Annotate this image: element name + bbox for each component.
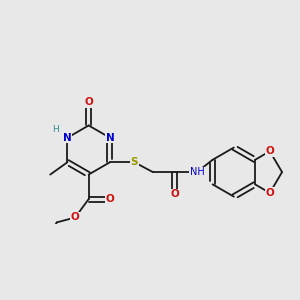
Text: NH: NH [190,167,204,177]
Text: O: O [84,97,93,107]
Text: O: O [171,189,179,199]
Text: S: S [131,157,138,167]
Text: O: O [105,194,114,204]
Text: O: O [266,188,274,198]
Text: H: H [52,124,59,134]
Text: N: N [106,133,114,143]
Text: N: N [63,133,72,143]
Text: O: O [266,146,274,156]
Text: O: O [71,212,80,223]
